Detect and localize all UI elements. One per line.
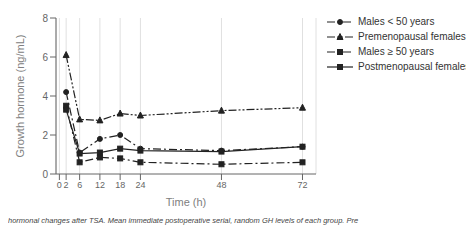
svg-text:48: 48 [216, 180, 226, 190]
html-text:Males ≥ 50 years: Males ≥ 50 years [358, 46, 435, 57]
svg-text:8: 8 [42, 13, 48, 24]
svg-text:18: 18 [115, 180, 125, 190]
svg-text:4: 4 [42, 91, 48, 102]
svg-text:72: 72 [297, 180, 307, 190]
svg-text:0: 0 [57, 180, 62, 190]
svg-text:24: 24 [135, 180, 145, 190]
svg-text:12: 12 [95, 180, 105, 190]
svg-text:2: 2 [42, 130, 48, 141]
svg-text:6: 6 [42, 52, 48, 63]
svg-text:2: 2 [64, 180, 69, 190]
html-text:Males < 50 years: Males < 50 years [358, 16, 435, 27]
html-text:Premenopausal females: Premenopausal females [358, 31, 466, 42]
svg-text:6: 6 [77, 180, 82, 190]
svg-text:Growth hormone (ng/mL): Growth hormone (ng/mL) [14, 35, 26, 158]
svg-text:0: 0 [42, 169, 48, 180]
svg-text:Time (h): Time (h) [166, 196, 207, 208]
html-text:hormonal changes after TSA. Me: hormonal changes after TSA. Mean immedia… [8, 216, 359, 225]
